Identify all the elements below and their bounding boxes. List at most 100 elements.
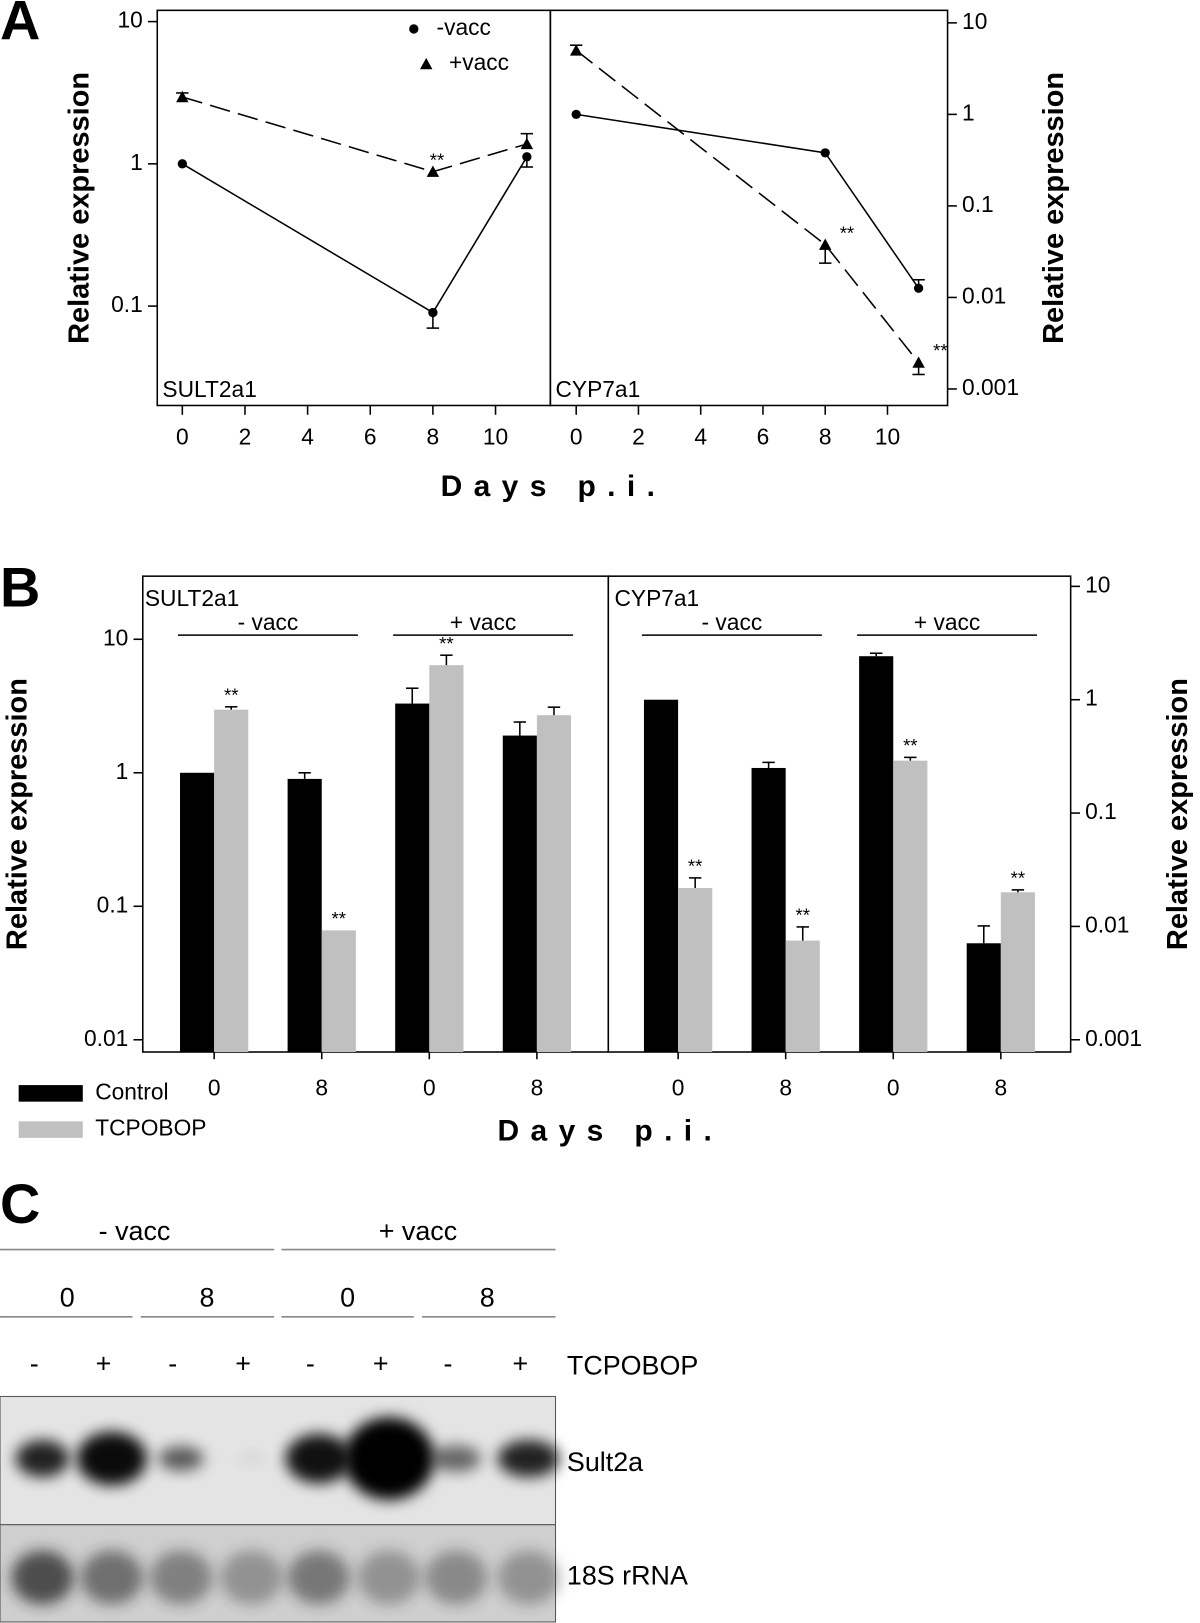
panel-title: CYP7a1: [556, 376, 641, 402]
x-tick-label: 8: [315, 1074, 328, 1100]
y-tick-label: 10: [1085, 571, 1110, 597]
panel-title: SULT2a1: [162, 376, 256, 402]
bar: [643, 699, 679, 1053]
bar: [785, 940, 820, 1053]
day-label: 0: [340, 1282, 355, 1312]
y-tick-label: 1: [962, 99, 975, 125]
significance: **: [332, 908, 346, 929]
marker: [177, 159, 187, 169]
x-tick-label: 8: [427, 424, 440, 450]
marker: [912, 356, 925, 368]
marker: [176, 90, 189, 103]
group-label: + vacc: [914, 609, 980, 635]
series-line: [575, 49, 920, 364]
plot-frame: [607, 575, 1072, 1053]
group-label: - vacc: [238, 609, 299, 635]
x-tick-label: 10: [875, 424, 900, 450]
x-tick-label: 4: [694, 424, 707, 450]
treatment-sign: +: [373, 1349, 389, 1379]
significance: **: [439, 633, 453, 654]
blot-band: [150, 1550, 213, 1605]
x-tick-label: 8: [531, 1074, 544, 1100]
x-tick-label: 0: [570, 424, 583, 450]
x-tick-label: 6: [757, 424, 770, 450]
marker: [520, 137, 534, 150]
day-label: 8: [480, 1282, 495, 1312]
blot-band: [497, 1439, 560, 1478]
x-tick-label: 0: [423, 1074, 436, 1100]
marker: [569, 44, 583, 56]
chart: 0.01 0.1 1 10 Relative expression SULT2a1 Days…: [1, 575, 723, 1148]
y-tick-label: 1: [130, 149, 143, 175]
series-line: [182, 96, 528, 173]
significance: **: [1011, 867, 1025, 888]
x-tick-label: 10: [483, 424, 508, 450]
series-line: [576, 113, 920, 289]
group-label: - vacc: [702, 609, 763, 635]
y-tick-label: 0.01: [962, 282, 1006, 308]
row-label: 18S rRNA: [567, 1561, 688, 1591]
bar: [893, 760, 928, 1053]
blot-band: [287, 1550, 350, 1605]
treatment-sign: -: [168, 1349, 177, 1379]
x-tick-label: 2: [239, 424, 252, 450]
y-axis-label: Relative expression: [1038, 72, 1070, 344]
x-tick-label: 8: [819, 424, 832, 450]
y-tick-label: 0.1: [97, 891, 129, 917]
x-tick-label: 0: [176, 424, 189, 450]
bar: [321, 930, 356, 1053]
y-axis-label: Relative expression: [1, 678, 33, 950]
bar: [1000, 892, 1035, 1053]
marker: [420, 57, 433, 70]
blot-band: [357, 1550, 421, 1605]
panel-label: C: [0, 1172, 40, 1235]
x-axis-label: Days p.i.: [441, 470, 667, 503]
bar: [214, 709, 249, 1053]
blot-band: [425, 1550, 488, 1605]
marker: [820, 148, 830, 158]
x-tick-label: 2: [632, 424, 645, 450]
legend-label: +vacc: [449, 49, 509, 75]
bar: [429, 665, 464, 1053]
blot-band: [497, 1550, 560, 1605]
group-label: + vacc: [379, 1216, 457, 1246]
y-tick-label: 1: [1085, 685, 1098, 711]
y-tick-label: 0.001: [962, 374, 1019, 400]
significance: **: [430, 149, 444, 170]
significance: **: [796, 904, 810, 925]
legend-swatch: [18, 1085, 83, 1102]
blot-band: [431, 1445, 482, 1472]
blot-band: [220, 1550, 283, 1605]
bar: [287, 778, 322, 1053]
bar: [180, 772, 215, 1053]
significance: **: [224, 684, 238, 705]
bar: [859, 656, 894, 1053]
y-tick-label: 0.1: [1085, 798, 1117, 824]
blot-band: [76, 1431, 147, 1486]
x-tick-label: 8: [995, 1074, 1008, 1100]
x-tick-label: 0: [887, 1074, 900, 1100]
marker: [571, 109, 581, 120]
blot-band: [11, 1550, 74, 1605]
plot-frame: [549, 9, 949, 407]
blot-band: [15, 1439, 70, 1478]
row-label: Sult2a: [567, 1447, 643, 1477]
chart: 0.1 1 10 Relative expression SULT2a1 Days p.i…: [63, 7, 667, 504]
legend-label: TCPOBOP: [95, 1115, 206, 1141]
y-tick-label: 0.1: [962, 191, 994, 217]
y-tick-label: 10: [962, 8, 987, 34]
panel-title: SULT2a1: [145, 585, 239, 611]
blot-band: [80, 1550, 143, 1605]
bar: [502, 735, 537, 1053]
marker: [409, 24, 419, 34]
x-axis-label: Days p.i.: [497, 1115, 723, 1148]
y-axis-label: Relative expression: [63, 72, 95, 344]
treatment-label: TCPOBOP: [567, 1351, 698, 1381]
blot-band: [285, 1433, 352, 1484]
treatment-sign: +: [235, 1349, 251, 1379]
y-tick-label: 0.1: [111, 291, 143, 317]
bar: [536, 715, 572, 1053]
significance: **: [903, 735, 917, 756]
treatment-sign: -: [30, 1349, 39, 1379]
